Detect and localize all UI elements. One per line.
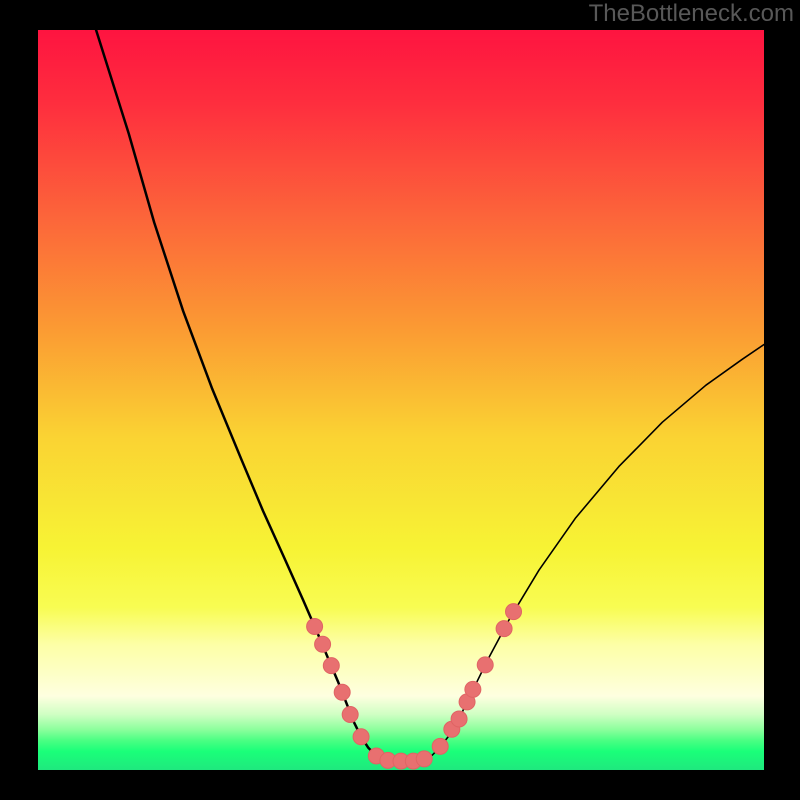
marker-point — [451, 711, 467, 727]
chart-background — [38, 30, 764, 770]
marker-point — [342, 707, 358, 723]
marker-point — [465, 681, 481, 697]
bottleneck-chart — [0, 0, 800, 800]
marker-point — [307, 618, 323, 634]
marker-point — [315, 636, 331, 652]
marker-point — [334, 684, 350, 700]
marker-point — [496, 621, 512, 637]
marker-point — [477, 657, 493, 673]
chart-frame — [0, 0, 800, 800]
marker-point — [506, 604, 522, 620]
marker-point — [323, 658, 339, 674]
marker-point — [416, 751, 432, 767]
marker-point — [353, 729, 369, 745]
watermark-text: TheBottleneck.com — [589, 0, 794, 28]
marker-point — [432, 738, 448, 754]
